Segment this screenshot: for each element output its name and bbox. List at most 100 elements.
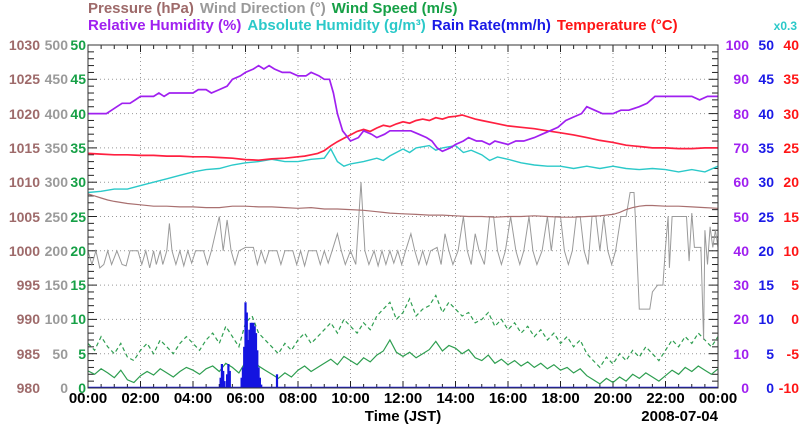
series-rain-rate-bar (247, 340, 250, 388)
pressure-tick-1030: 1030 (8, 37, 40, 53)
pressure-tick-1020: 1020 (8, 105, 40, 122)
pressure-tick-1025: 1025 (8, 71, 40, 88)
series-rain-rate-bar (254, 333, 258, 388)
series-rain-rate-bar (248, 329, 251, 388)
scale-note-x03: x0.3 (773, 19, 797, 33)
chart-legend-row1: Pressure (hPa) Wind Direction (°) Wind Spe… (88, 1, 463, 17)
relative-humidity-tick-60: 60 (733, 174, 749, 191)
series-relative-humidity (88, 64, 718, 153)
relative-humidity-tick-90: 90 (733, 71, 749, 88)
wind-speed-tick-15: 15 (70, 277, 86, 294)
rain-rate-tick-5: 5 (766, 345, 774, 362)
series-rain-rate-bar (251, 322, 254, 388)
x-tick-1600-8: 16:00 (488, 390, 528, 407)
x-tick-0200-1: 02:00 (121, 390, 160, 407)
legend-temperature-c: Temperature (°C) (556, 17, 678, 34)
wind-speed-tick-45: 45 (70, 71, 86, 88)
rain-rate-tick-50: 50 (758, 37, 774, 53)
rain-rate-tick-40: 40 (758, 105, 774, 122)
series-rain-rate-bar (249, 322, 252, 388)
legend-absolute-humidity-g-m: Absolute Humidity (g/m³) (247, 17, 426, 34)
x-tick-0600-3: 06:00 (226, 390, 265, 407)
series-rain-rate-bar (256, 350, 259, 388)
series-rain-rate-bar (226, 374, 229, 388)
wind-direction-tick-200: 200 (44, 242, 68, 259)
series-temperature (87, 114, 718, 162)
x-tick-1800-9: 18:00 (541, 390, 580, 407)
pressure-tick-990: 990 (16, 311, 40, 328)
wind-speed-tick-40: 40 (70, 105, 86, 122)
series-rain-rate-bar (220, 364, 223, 388)
temperature-tick-0: 0 (791, 311, 799, 328)
temperature-tick-25: 25 (783, 139, 799, 156)
wind-direction-tick-100: 100 (44, 311, 68, 328)
chart-legend-row2: Relative Humidity (%) Absolute Humidity (… (88, 18, 684, 34)
wind-direction-tick-450: 450 (44, 71, 68, 88)
series-rain-rate-bar (228, 370, 231, 388)
x-tick-2000-10: 20:00 (593, 390, 633, 407)
legend-rain-rate-mm-h: Rain Rate(mm/h) (431, 17, 551, 34)
series-rain-rate-bar (219, 377, 222, 388)
wind-direction-tick-0: 0 (60, 380, 68, 396)
relative-humidity-tick-0: 0 (741, 380, 749, 396)
temperature-tick-30: 30 (783, 105, 799, 122)
series-rain-rate-bar (252, 322, 255, 388)
series-rain-rate-bar (258, 377, 261, 388)
wind-speed-tick-35: 35 (70, 139, 86, 156)
series-rain-rate-bar (223, 381, 226, 388)
series-rain-rate-bar (244, 302, 247, 389)
wind-speed-tick-10: 10 (70, 311, 86, 328)
series-rain-rate-bar (275, 374, 279, 388)
wind-speed-tick-50: 50 (70, 37, 86, 53)
legend-wind-direction: Wind Direction (°) (199, 0, 326, 17)
relative-humidity-tick-80: 80 (733, 105, 749, 122)
pressure-tick-980: 980 (16, 380, 40, 396)
x-tick-1400-7: 14:00 (436, 390, 475, 407)
rain-rate-tick-20: 20 (758, 242, 774, 259)
pressure-tick-995: 995 (16, 277, 40, 294)
pressure-tick-1000: 1000 (8, 242, 40, 259)
wind-direction-tick-250: 250 (44, 208, 68, 225)
series-rain-rate-bar (222, 370, 225, 388)
series-rain-rate-bar (241, 367, 244, 388)
rain-rate-tick-30: 30 (758, 174, 774, 191)
x-tick-0000-0: 00:00 (68, 390, 108, 407)
relative-humidity-tick-100: 100 (725, 37, 749, 53)
temperature-tick-15: 15 (783, 208, 799, 225)
relative-humidity-tick-30: 30 (733, 277, 749, 294)
wind-speed-tick-20: 20 (70, 242, 86, 259)
date-label: 2008-07-04 (641, 408, 718, 425)
rain-rate-tick-10: 10 (758, 311, 774, 328)
wind-speed-tick-5: 5 (78, 345, 86, 362)
series-rain-rate-bar (243, 346, 246, 388)
wind-direction-tick-300: 300 (44, 174, 68, 191)
wind-direction-tick-500: 500 (44, 37, 68, 53)
temperature-tick--10: -10 (778, 380, 799, 396)
rain-rate-tick-35: 35 (758, 139, 774, 156)
x-tick-1200-6: 12:00 (383, 390, 423, 407)
wind-speed-tick-0: 0 (78, 380, 86, 396)
wind-direction-tick-150: 150 (44, 277, 68, 294)
temperature-tick-10: 10 (783, 242, 799, 259)
pressure-tick-1005: 1005 (8, 208, 40, 225)
series-wind-direction (87, 182, 719, 341)
series-rain-rate-bar (245, 312, 248, 388)
x-tick-0000-12: 00:00 (698, 390, 738, 407)
rain-rate-tick-25: 25 (758, 208, 774, 225)
plot-frame (87, 44, 719, 389)
pressure-tick-1010: 1010 (8, 174, 40, 191)
temperature-tick-5: 5 (791, 277, 799, 294)
x-tick-0800-4: 08:00 (278, 390, 318, 407)
x-tick-2200-11: 22:00 (646, 390, 685, 407)
rain-rate-tick-45: 45 (758, 71, 774, 88)
x-tick-0400-2: 04:00 (173, 390, 213, 407)
temperature-tick-35: 35 (783, 71, 799, 88)
series-rain-rate-bar (253, 326, 256, 388)
relative-humidity-tick-10: 10 (733, 345, 749, 362)
series-rain-rate-bar (240, 377, 243, 388)
pressure-tick-985: 985 (16, 345, 40, 362)
series-absolute-humidity (87, 144, 719, 194)
series-rain-rate-bar (257, 367, 260, 388)
series-pressure (87, 193, 719, 218)
